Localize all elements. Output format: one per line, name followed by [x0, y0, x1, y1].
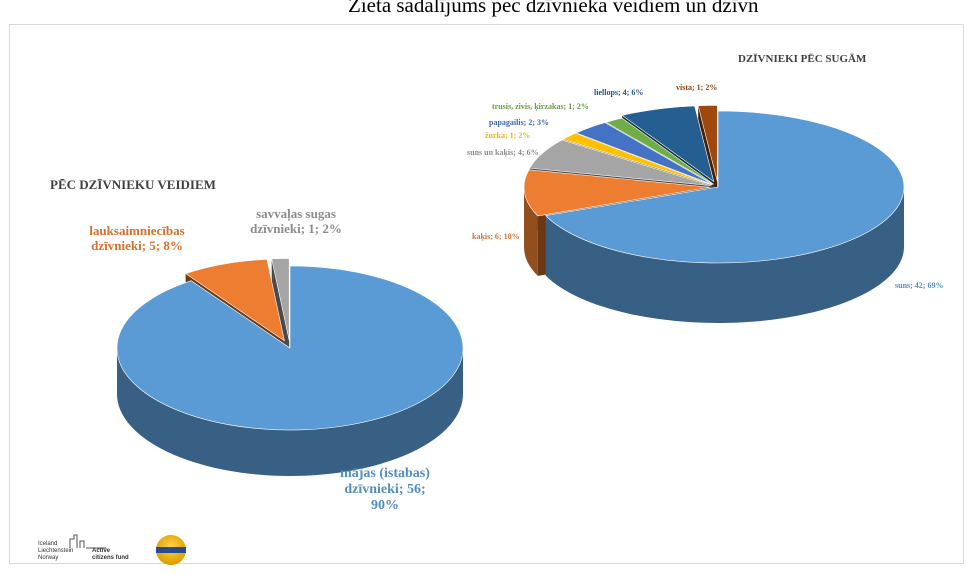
pie-charts: PĒC DZĪVNIEKU VEIDIEM mājas (istabas) dzīv… — [10, 25, 963, 563]
chart-title: DZĪVNIEKI PĒC SUGĀM — [738, 53, 867, 65]
chart-title: PĒC DZĪVNIEKU VEIDIEM — [50, 177, 216, 192]
pie-chart-species: DZĪVNIEKI PĒC SUGĀM suns; 42; 69% kaķis; 6… — [467, 53, 943, 323]
page-title: Zieta sadalījums pēc dzīvnieka veidiem u… — [348, 0, 759, 18]
organization-badge-band — [156, 547, 186, 553]
pie-chart-animal-types: PĒC DZĪVNIEKU VEIDIEM mājas (istabas) dzīv… — [50, 177, 463, 513]
active-citizens-logo: Active citizens fund — [92, 548, 129, 562]
data-label-savvalas-sugas-dzivnieki: savvaļas sugas dzīvnieki; 1; 2% — [250, 206, 342, 236]
data-label-majas-istabas-dzivnieki: mājas (istabas) dzīvnieki; 56; 90% — [340, 466, 430, 513]
data-label-trusis-zivis-kirzakas: trusis, zivis, ķirzakas; 1; 2% — [492, 102, 589, 112]
data-label-kakis: kaķis; 6; 10% — [472, 232, 520, 242]
chart-frame: PĒC DZĪVNIEKU VEIDIEM mājas (istabas) dzīv… — [9, 24, 964, 564]
slice-majas-istabas-dzivnieki — [117, 266, 463, 430]
data-label-suns: suns; 42; 69% — [895, 281, 943, 290]
data-label-lauksaimniecibas-dzivnieki: lauksaimniecības dzīvnieki; 5; 8% — [89, 223, 184, 253]
data-label-zurka: žurka; 1; 2% — [485, 131, 530, 140]
data-label-liellops: liellops; 4; 6% — [594, 88, 643, 97]
data-label-suns-un-kakis: suns un kaķis; 4; 6% — [467, 148, 539, 158]
data-label-papagailis: papagailis; 2; 3% — [489, 118, 549, 127]
data-label-vista: vista; 1; 2% — [676, 83, 717, 92]
